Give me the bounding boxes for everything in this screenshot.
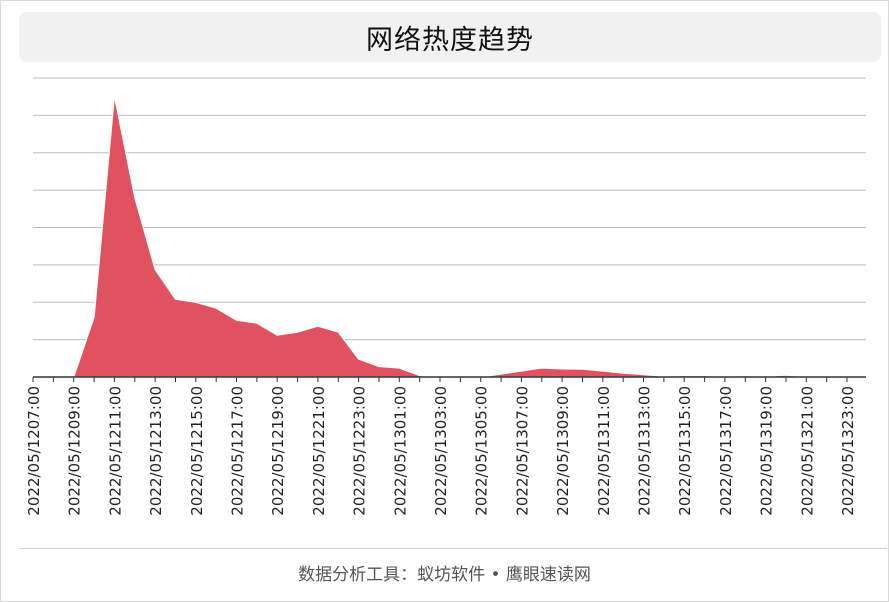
x-tick-label: 2022/05/1217:00 [229,386,247,516]
x-tick-label: 2022/05/1313:00 [636,386,654,516]
x-tick-label: 2022/05/1323:00 [839,386,857,516]
x-tick-label: 2022/05/1319:00 [758,386,776,516]
x-tick-label: 2022/05/1317:00 [717,386,735,516]
x-tick-label: 2022/05/1215:00 [188,386,206,516]
x-tick-label: 2022/05/1307:00 [513,386,531,516]
x-tick-label: 2022/05/1309:00 [554,386,572,516]
x-axis [32,376,866,382]
x-tick-labels: 2022/05/1207:00 2022/05/1209:00 2022/05/12… [25,386,857,516]
area-layer [32,95,848,378]
x-tick-label: 2022/05/1301:00 [391,386,409,516]
footer-credit: 数据分析工具：蚁坊软件 • 鹰眼速读网 [298,565,591,585]
x-tick-label: 2022/05/1213:00 [147,386,165,516]
x-tick-label: 2022/05/1311:00 [595,386,613,516]
x-tick-label: 2022/05/1315:00 [676,386,694,516]
x-tick-label: 2022/05/1321:00 [798,386,816,516]
x-tick-label: 2022/05/1303:00 [432,386,450,516]
x-tick-label: 2022/05/1219:00 [269,386,287,516]
x-tick-label: 2022/05/1209:00 [66,386,84,516]
x-tick-label: 2022/05/1211:00 [106,386,124,516]
x-tick-label: 2022/05/1207:00 [25,386,43,516]
title-bar: 网络热度趋势 [19,12,881,62]
x-tick-label: 2022/05/1305:00 [473,386,491,516]
footer-divider [19,548,887,549]
chart-title: 网络热度趋势 [366,24,534,56]
x-tick-label: 2022/05/1223:00 [351,386,369,516]
series-area [32,95,848,378]
x-tick-label: 2022/05/1221:00 [310,386,328,516]
